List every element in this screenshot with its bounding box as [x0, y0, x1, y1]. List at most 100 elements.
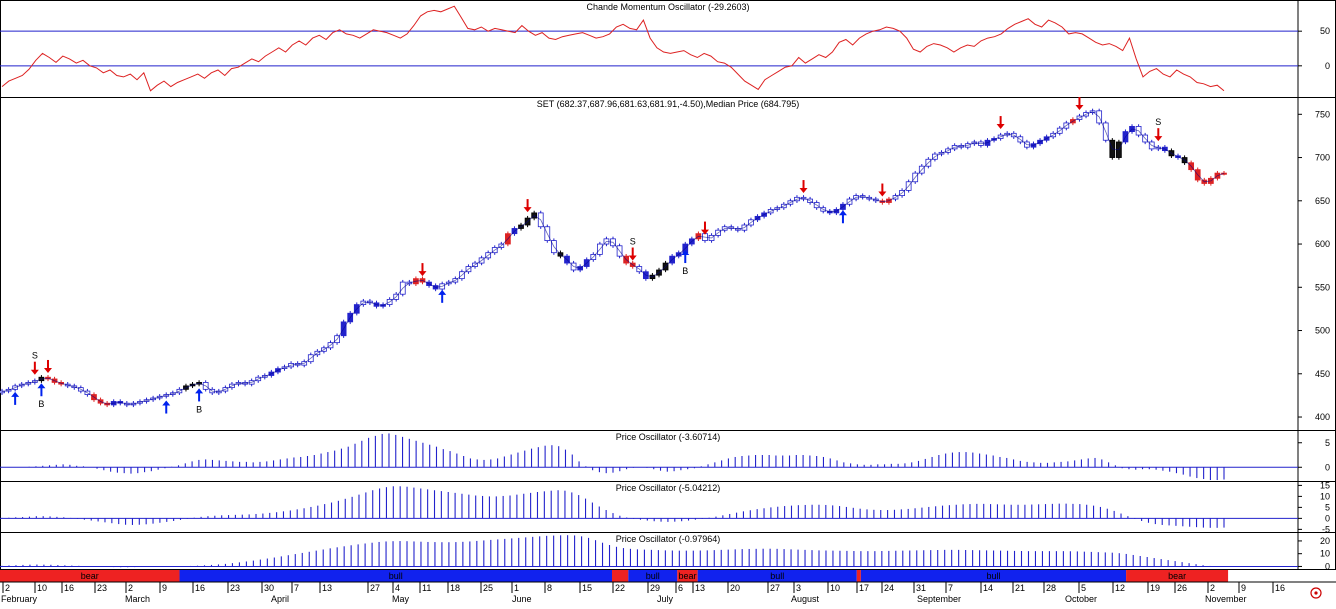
x-day-label: 24 — [884, 583, 894, 593]
x-day-label: 6 — [678, 583, 683, 593]
x-day-label: 26 — [1177, 583, 1187, 593]
x-day-label: 13 — [695, 583, 705, 593]
x-day-label: 28 — [1046, 583, 1056, 593]
sell-arrow-head — [30, 369, 39, 375]
x-day-label: 1 — [514, 583, 519, 593]
sell-signal-label: S — [32, 351, 38, 361]
sell-arrow-head — [523, 207, 532, 213]
y-tick-label: 10 — [1320, 549, 1330, 559]
trend-label: bear — [1168, 571, 1186, 581]
x-day-label: 18 — [450, 583, 460, 593]
x-month-label: May — [392, 594, 410, 604]
sell-signal-label: S — [630, 237, 636, 247]
sell-arrow-head — [799, 188, 808, 194]
x-day-label: 16 — [1275, 583, 1285, 593]
trend-label: bull — [770, 571, 784, 581]
buy-arrow-head — [195, 388, 204, 394]
y-tick-label: 0 — [1325, 462, 1330, 472]
buy-signal-label: B — [38, 399, 44, 409]
x-day-label: 23 — [97, 583, 107, 593]
x-day-label: 9 — [1241, 583, 1246, 593]
x-day-label: 10 — [37, 583, 47, 593]
x-day-label: 31 — [916, 583, 926, 593]
y-tick-label: 550 — [1315, 282, 1330, 292]
x-day-label: 3 — [796, 583, 801, 593]
trend-segment-bull — [179, 570, 612, 582]
trend-segment-bear — [677, 570, 698, 582]
buy-arrow-head — [681, 250, 690, 256]
x-day-label: 25 — [483, 583, 493, 593]
y-tick-label: 450 — [1315, 369, 1330, 379]
buy-arrow-head — [11, 391, 20, 397]
x-day-label: 2 — [128, 583, 133, 593]
x-day-label: 10 — [830, 583, 840, 593]
panel-title-cmo: Chande Momentum Oscillator (-29.2603) — [586, 2, 749, 12]
trend-segment-bear — [856, 570, 861, 582]
sell-arrow-head — [996, 124, 1005, 130]
x-month-label: February — [1, 594, 38, 604]
y-tick-label: 0 — [1325, 513, 1330, 523]
y-tick-label: 700 — [1315, 153, 1330, 163]
panel-title-po2: Price Oscillator (-5.04212) — [616, 483, 721, 493]
x-day-label: 20 — [730, 583, 740, 593]
x-month-label: October — [1065, 594, 1097, 604]
x-day-label: 11 — [422, 583, 431, 593]
sell-arrow-head — [700, 229, 709, 235]
x-month-label: July — [657, 594, 674, 604]
y-tick-label: 650 — [1315, 196, 1330, 206]
y-tick-label: 5 — [1325, 502, 1330, 512]
series-line-cmo — [1, 5, 1225, 92]
y-tick-label: -5 — [1322, 524, 1330, 534]
trend-segment-bull — [628, 570, 678, 582]
sell-signal-label: S — [1155, 117, 1161, 127]
sell-arrow-head — [43, 367, 52, 373]
x-day-label: 17 — [859, 583, 869, 593]
x-day-label: 16 — [195, 583, 205, 593]
x-day-label: 22 — [615, 583, 625, 593]
x-month-label: June — [512, 594, 532, 604]
panel-title-po3: Price Oscillator (-0.97964) — [616, 534, 721, 544]
buy-arrow-head — [162, 400, 171, 406]
trend-label: bear — [678, 571, 696, 581]
trend-segment-bull — [697, 570, 857, 582]
buy-arrow-head — [838, 210, 847, 216]
corner-logo-ring — [1310, 587, 1322, 599]
sell-arrow-head — [878, 191, 887, 197]
x-month-label: August — [791, 594, 820, 604]
y-tick-label: 50 — [1320, 26, 1330, 36]
x-day-label: 21 — [1015, 583, 1025, 593]
x-month-label: September — [917, 594, 961, 604]
corner-logo-icon — [1310, 587, 1322, 599]
buy-signal-label: B — [682, 266, 688, 276]
y-tick-label: 600 — [1315, 239, 1330, 249]
y-tick-label: 0 — [1325, 61, 1330, 71]
x-day-label: 8 — [547, 583, 552, 593]
trend-segment-bear — [612, 570, 629, 582]
x-day-label: 30 — [264, 583, 274, 593]
y-tick-label: 400 — [1315, 412, 1330, 422]
y-tick-label: 500 — [1315, 326, 1330, 336]
trend-label: bull — [389, 571, 403, 581]
sell-arrow-head — [418, 271, 427, 277]
trend-label: bull — [986, 571, 1000, 581]
buy-arrow-head — [438, 289, 447, 295]
panel-frame-cmo — [0, 0, 1336, 98]
x-day-label: 13 — [322, 583, 332, 593]
x-month-label: March — [125, 594, 150, 604]
trend-segment-bear — [0, 570, 180, 582]
sell-arrow-head — [1154, 136, 1163, 142]
x-day-label: 15 — [582, 583, 592, 593]
y-tick-label: 15 — [1320, 480, 1330, 490]
y-tick-label: 750 — [1315, 109, 1330, 119]
x-day-label: 7 — [294, 583, 299, 593]
x-day-label: 27 — [770, 583, 780, 593]
x-day-label: 2 — [5, 583, 10, 593]
x-day-label: 27 — [370, 583, 380, 593]
median-price-line — [1, 111, 1225, 405]
x-day-label: 4 — [395, 583, 400, 593]
x-day-label: 23 — [230, 583, 240, 593]
x-day-label: 14 — [983, 583, 993, 593]
y-tick-label: 5 — [1325, 438, 1330, 448]
